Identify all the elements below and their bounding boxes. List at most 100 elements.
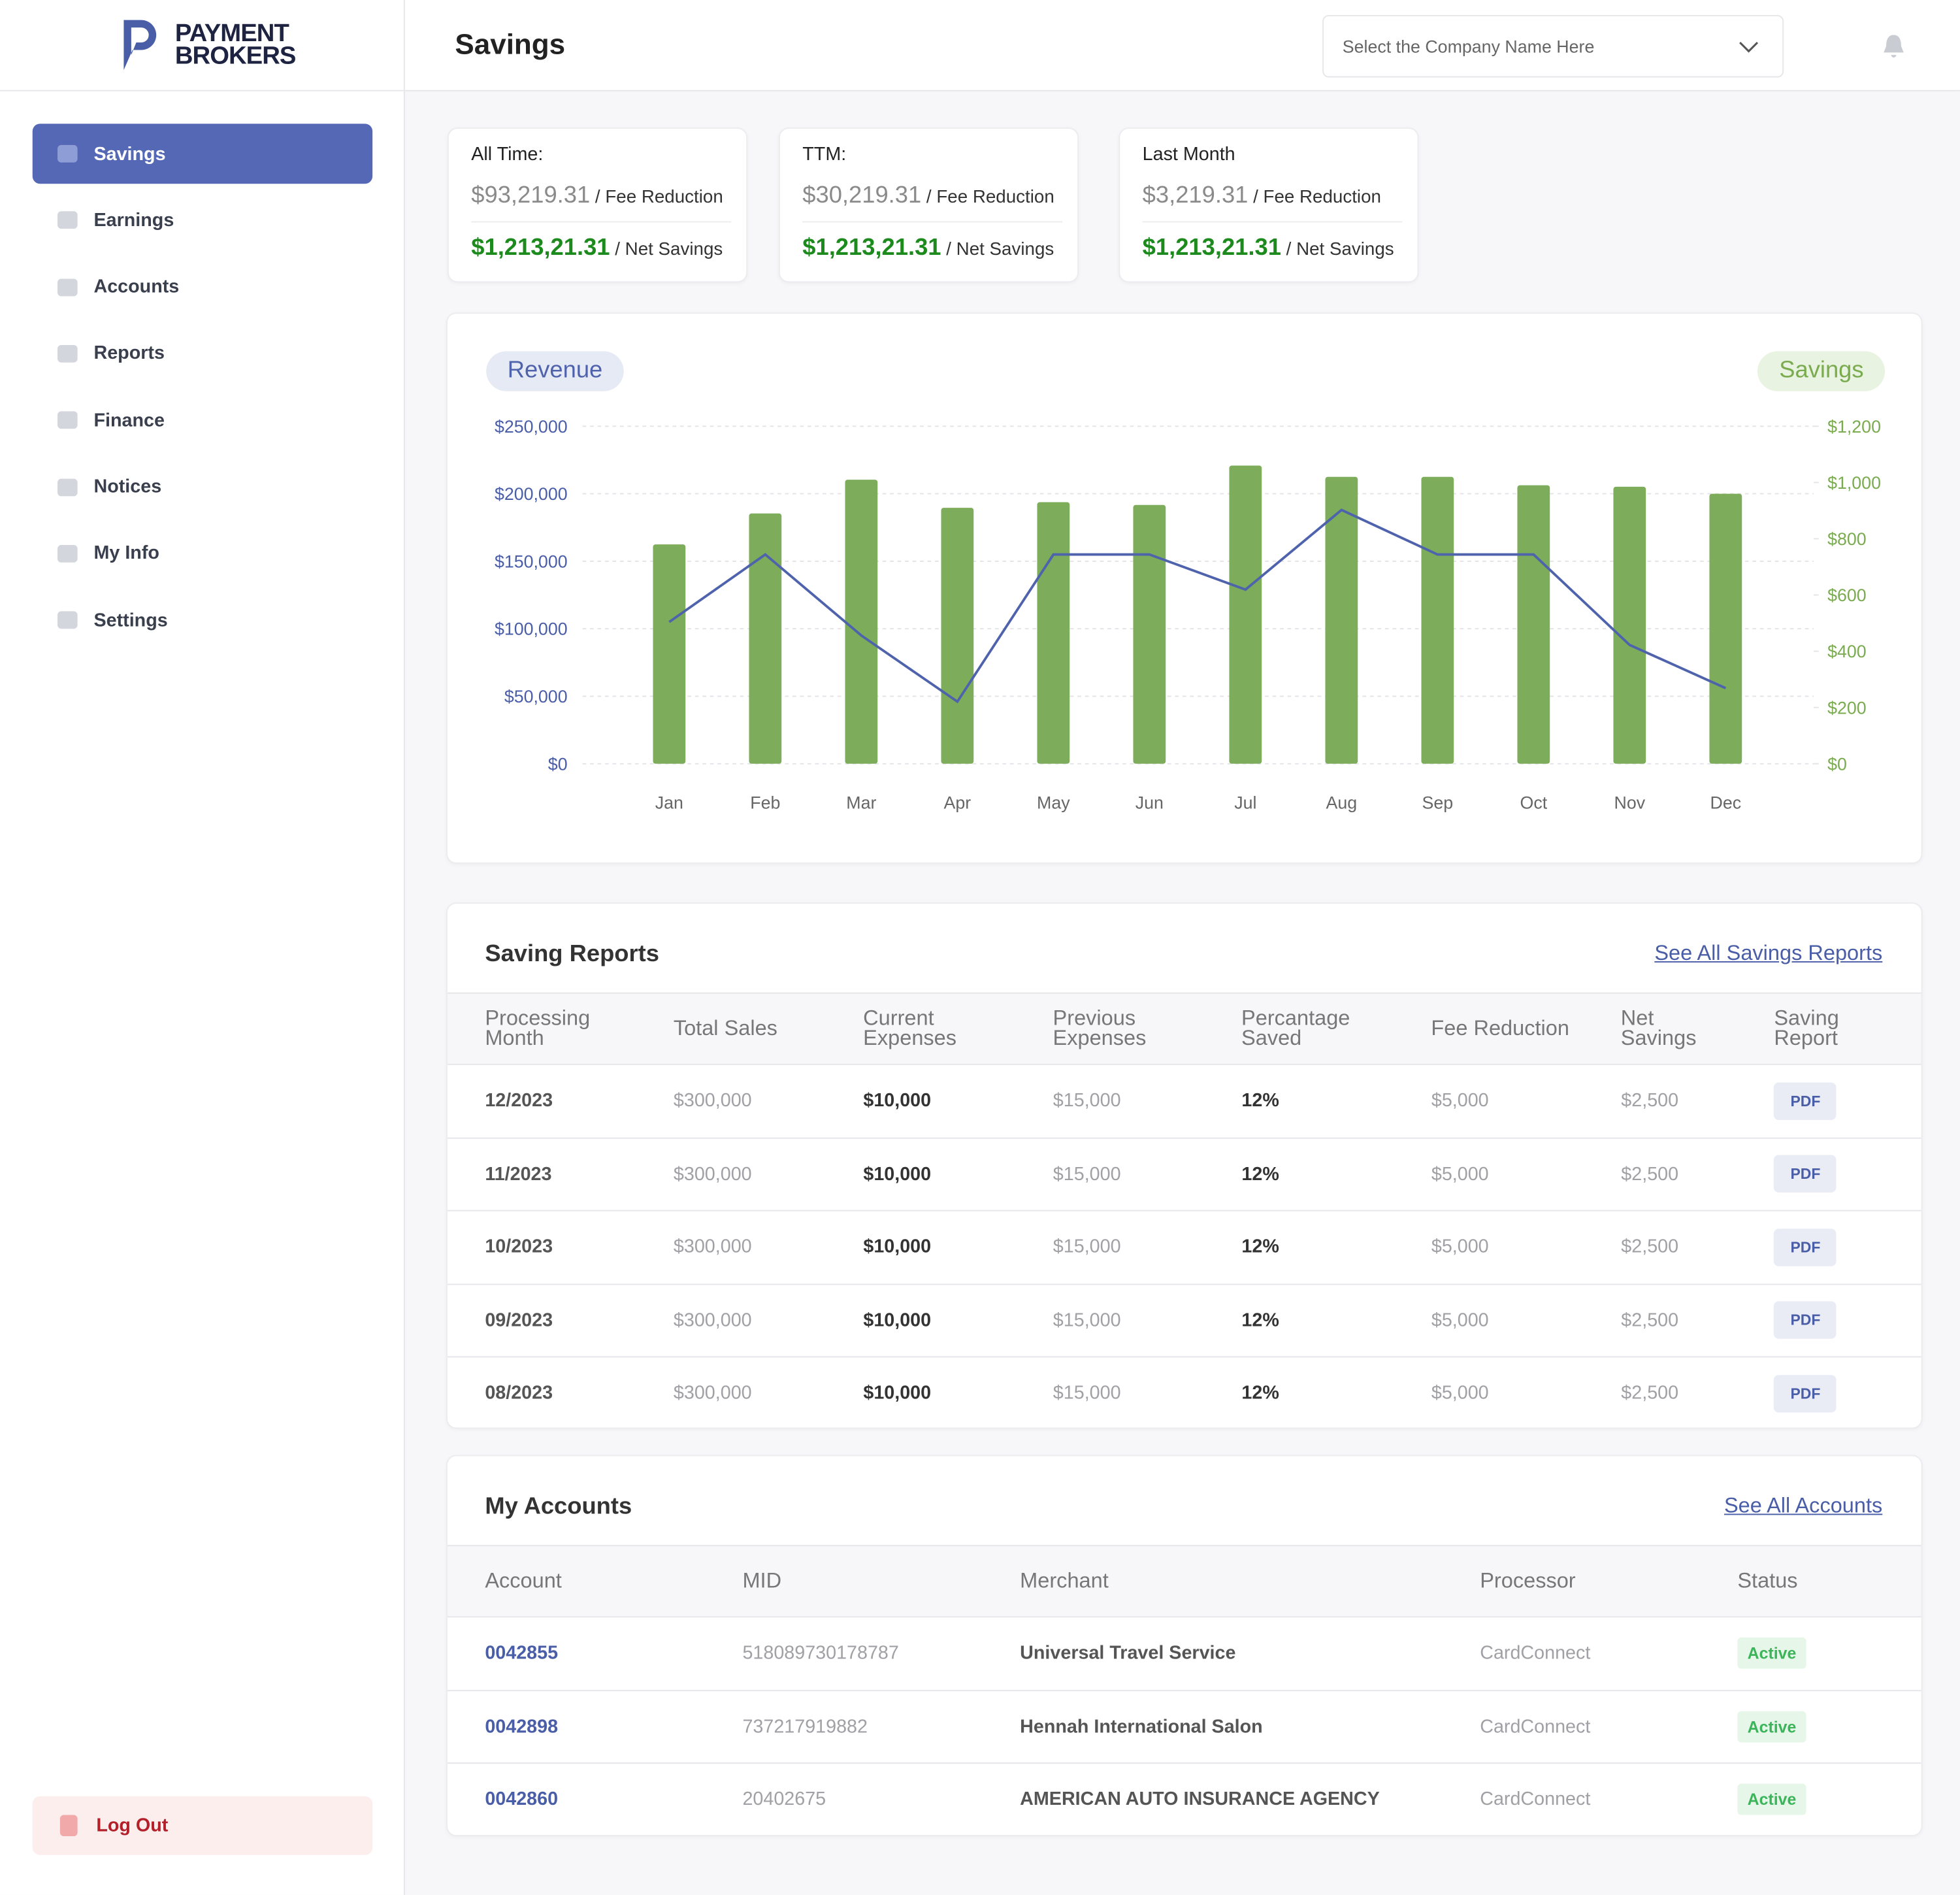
summary-card: Last Month $3,219.31 / Fee Reduction $1,21…	[1119, 127, 1419, 283]
see-all-link[interactable]: See All Accounts	[1723, 1493, 1883, 1518]
nav-icon	[57, 144, 78, 163]
y2-tick-label: $1,000	[1827, 473, 1881, 493]
bar	[1133, 504, 1166, 764]
column-header: Percantage Saved	[1241, 1006, 1350, 1050]
nav-item[interactable]: Reports	[33, 323, 372, 384]
column-header: Processing Month	[485, 1006, 591, 1050]
pdf-button[interactable]: PDF	[1774, 1228, 1837, 1266]
account-number[interactable]: 0042860	[485, 1788, 559, 1811]
pdf-button[interactable]: PDF	[1774, 1155, 1837, 1193]
net-savings: $2,500	[1621, 1163, 1679, 1185]
column-header: Previous Expenses	[1053, 1006, 1147, 1050]
column-header: Current Expenses	[863, 1006, 957, 1050]
table-cell: $300,000	[674, 1236, 863, 1258]
line	[668, 508, 1727, 704]
see-all-link[interactable]: See All Savings Reports	[1654, 941, 1883, 965]
bell-icon[interactable]	[1882, 34, 1904, 59]
table-cell: CardConnect	[1480, 1789, 1737, 1811]
chevron	[1739, 41, 1759, 53]
net-savings: $1,213,21.31 / Net Savings	[471, 235, 746, 263]
processor: CardConnect	[1480, 1643, 1591, 1664]
table-title: My Accounts	[485, 1493, 632, 1521]
summary-divider	[1142, 221, 1403, 223]
pdf-button[interactable]: PDF	[1774, 1374, 1837, 1413]
table-cell: 0042898	[485, 1716, 742, 1738]
x-tick-label: May	[1037, 793, 1070, 813]
total-sales: $300,000	[673, 1090, 752, 1112]
nav-label: Reports	[93, 342, 165, 365]
logo-text: PAYMENT	[174, 20, 289, 48]
page-title: Savings	[455, 27, 566, 60]
processing-month: 11/2023	[485, 1163, 552, 1185]
current-expenses: $10,000	[863, 1090, 932, 1112]
table-row: 12/2023 $300,000 $10,000 $15,000 12% $5,000 $2…	[447, 1063, 1921, 1137]
percentage-saved: 12%	[1241, 1236, 1279, 1258]
account-number[interactable]: 0042898	[485, 1715, 559, 1738]
table-card: My Accounts See All Accounts Account MID Mer…	[446, 1455, 1923, 1837]
column-header: Saving Report	[1774, 1006, 1839, 1050]
column-header: Merchant	[1020, 1568, 1109, 1593]
table-cell: PDF	[1774, 1155, 1921, 1193]
previous-expenses: $15,000	[1053, 1236, 1121, 1258]
bar	[1037, 502, 1070, 764]
previous-expenses: $15,000	[1053, 1090, 1121, 1112]
current-expenses: $10,000	[863, 1383, 932, 1404]
total-sales: $300,000	[673, 1383, 752, 1404]
sidebar-divider	[0, 90, 404, 91]
x-tick-label: Aug	[1326, 793, 1358, 813]
net-savings: $2,500	[1621, 1310, 1679, 1331]
logout-label: Log Out	[96, 1815, 169, 1837]
bar	[1517, 485, 1550, 764]
x-tick-label: Mar	[846, 793, 876, 813]
summary-label: Last Month	[1142, 143, 1235, 165]
nav-item[interactable]: Accounts	[33, 257, 372, 317]
nav-icon	[57, 211, 78, 229]
nav-label: Earnings	[93, 209, 174, 231]
pdf-button[interactable]: PDF	[1774, 1082, 1837, 1120]
nav-icon	[57, 611, 78, 629]
table-cell: 518089730178787	[742, 1643, 1020, 1664]
net-savings-label: / Net Savings	[615, 240, 723, 260]
pdf-button[interactable]: PDF	[1774, 1301, 1837, 1340]
table-title: Saving Reports	[485, 941, 659, 968]
total-sales: $300,000	[673, 1310, 752, 1331]
net-savings-amount: $1,213,21.31	[802, 235, 941, 261]
x-tick-label: Feb	[750, 793, 780, 813]
logout-button[interactable]: Log Out	[32, 1796, 373, 1855]
sidebar: PAYMENT BROKERS Savings Earnings Accounts Rep…	[0, 0, 405, 1895]
nav-label: Finance	[93, 409, 165, 431]
table-row: 0042860 20402675 AMERICAN AUTO INSURANCE A…	[447, 1762, 1921, 1835]
bar	[1421, 476, 1454, 764]
nav-item[interactable]: Savings	[32, 124, 373, 184]
company-select-placeholder: Select the Company Name Here	[1342, 36, 1595, 57]
fee-reduction-amount: $3,219.31	[1142, 182, 1249, 209]
nav-item[interactable]: Earnings	[33, 190, 372, 250]
nav-item[interactable]: Notices	[33, 457, 372, 517]
nav-item[interactable]: Finance	[33, 390, 372, 450]
y2-tick-label: $400	[1827, 642, 1867, 661]
account-number[interactable]: 0042855	[485, 1643, 559, 1664]
y-tick-label: $150,000	[495, 552, 568, 571]
x-tick-label: Nov	[1614, 793, 1646, 813]
table-row: 09/2023 $300,000 $10,000 $15,000 12% $5,000 $2…	[447, 1283, 1921, 1357]
nav-icon	[57, 278, 78, 296]
nav-item[interactable]: My Info	[33, 523, 372, 584]
net-savings: $1,213,21.31 / Net Savings	[802, 235, 1077, 263]
total-sales: $300,000	[673, 1236, 752, 1258]
table-header-row: Account MID Merchant Processor Status	[447, 1545, 1921, 1617]
bar	[653, 544, 686, 764]
company-select[interactable]: Select the Company Name Here	[1322, 14, 1784, 78]
column-header: Processor	[1480, 1568, 1576, 1593]
nav-item[interactable]: Settings	[33, 590, 372, 650]
logo-mark	[123, 20, 157, 71]
chart-card: $0 $50,000 $100,000 $150,000 $200,000 $250,00…	[446, 312, 1923, 864]
x-tick-label: Dec	[1710, 793, 1742, 813]
net-savings: $1,213,21.31 / Net Savings	[1143, 235, 1418, 263]
y-tick-label: $250,000	[495, 417, 568, 437]
nav-icon	[57, 544, 78, 563]
summary-label: TTM:	[802, 143, 847, 165]
table-cell: Universal Travel Service	[1020, 1643, 1480, 1664]
current-expenses: $10,000	[863, 1163, 932, 1185]
nav-label: My Info	[93, 542, 159, 565]
table-row: 10/2023 $300,000 $10,000 $15,000 12% $5,000 $2…	[447, 1210, 1921, 1283]
